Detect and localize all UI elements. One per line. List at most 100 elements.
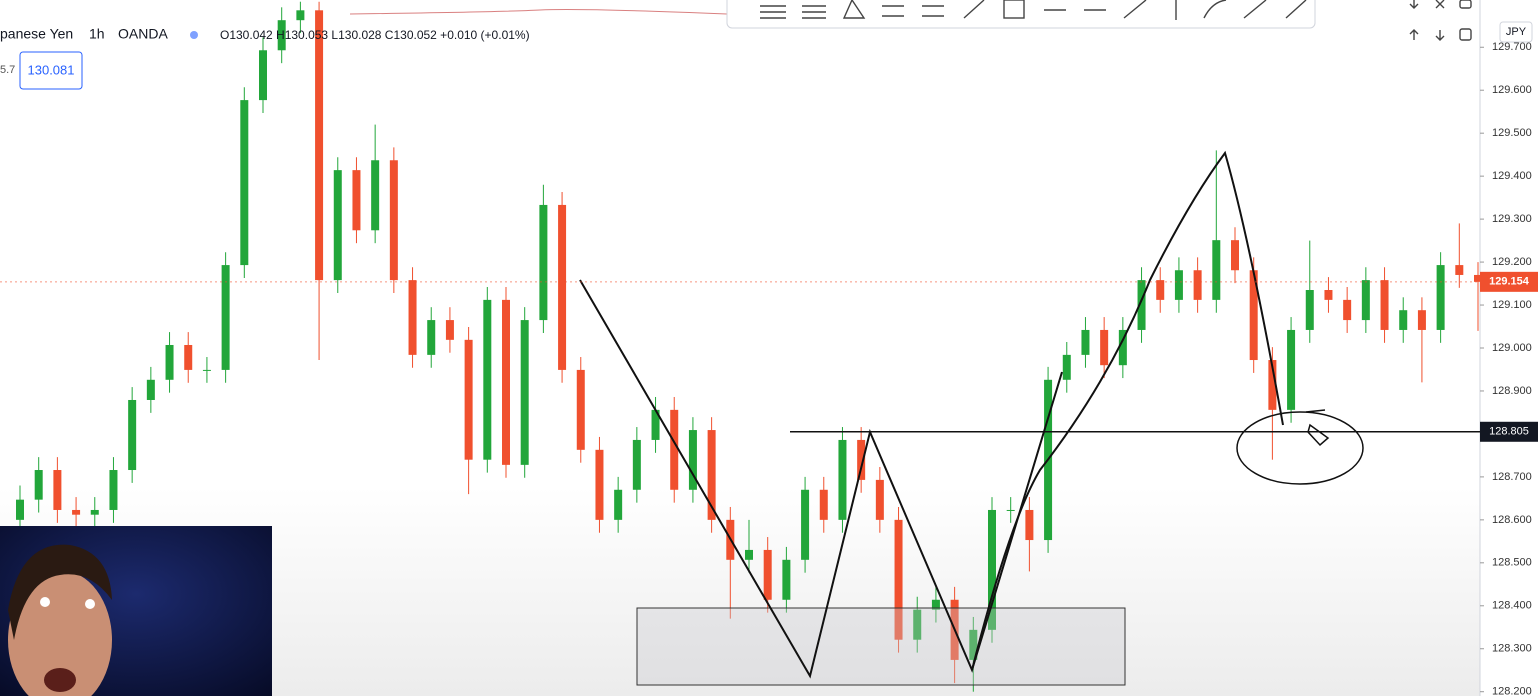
- candle-body: [1380, 280, 1389, 330]
- candles: [16, 1, 1480, 692]
- candle-body: [427, 320, 436, 355]
- candle-body: [1156, 280, 1165, 300]
- candle-body: [1062, 354, 1071, 380]
- candle-body: [128, 399, 137, 471]
- symbol: panese Yen: [0, 26, 73, 42]
- currency: JPY: [1506, 26, 1527, 38]
- eye: [40, 597, 50, 607]
- candle-body: [1174, 270, 1183, 300]
- candle-body: [1305, 290, 1314, 330]
- candle-body: [894, 519, 903, 640]
- y-tick-label: 128.900: [1492, 385, 1532, 397]
- candle-body: [502, 299, 510, 465]
- candle-body: [352, 170, 361, 231]
- candle-body: [16, 499, 24, 520]
- tool-icon[interactable]: [1285, 0, 1307, 19]
- y-tick-label: 129.500: [1492, 127, 1532, 139]
- candle-body: [296, 10, 305, 21]
- tool-icon[interactable]: [963, 0, 985, 19]
- candle-body: [1249, 270, 1258, 361]
- button[interactable]: [1459, 0, 1472, 9]
- toolbar-icons: [760, 0, 1307, 20]
- candle-body: [875, 479, 884, 520]
- candle-body: [614, 489, 623, 520]
- interval: 1h: [89, 26, 105, 42]
- candle-body: [259, 50, 267, 101]
- circle-drawing: [1236, 411, 1364, 485]
- y-tick-label: 129.700: [1492, 41, 1532, 53]
- candle-body: [1137, 280, 1146, 330]
- tool-icon[interactable]: [1123, 0, 1147, 19]
- candle-body: [1361, 280, 1370, 321]
- tool-icon[interactable]: [922, 5, 944, 17]
- candle-body: [838, 439, 847, 520]
- candle-body: [520, 320, 529, 465]
- y-tick-label: 129.100: [1492, 299, 1532, 311]
- y-tick-label: 129.300: [1492, 213, 1532, 225]
- candle-body: [931, 599, 940, 610]
- candle-body: [988, 509, 996, 630]
- candle-body: [1324, 290, 1333, 300]
- button[interactable]: [1435, 30, 1445, 41]
- y-tick-label: 128.400: [1492, 600, 1532, 612]
- candle-body: [240, 100, 249, 266]
- candle-body: [595, 449, 604, 520]
- candle-body: [1417, 310, 1426, 330]
- candle-body: [539, 204, 548, 321]
- button[interactable]: [1409, 0, 1419, 9]
- candle-body: [221, 265, 230, 370]
- y-tick-label: 128.200: [1492, 686, 1532, 696]
- button[interactable]: [1409, 29, 1419, 40]
- zone-rect[interactable]: [636, 607, 1126, 686]
- tool-icon[interactable]: [882, 5, 904, 17]
- button[interactable]: [1459, 28, 1472, 41]
- hline-tag: [1480, 421, 1538, 442]
- candle-body: [315, 10, 324, 281]
- candle-body: [1287, 329, 1296, 410]
- candle-body: [184, 344, 193, 370]
- ohlc-legend: O130.042 H130.053 L130.028 C130.052 +0.0…: [220, 28, 530, 42]
- candle-body: [857, 439, 866, 480]
- webcam: [0, 526, 272, 696]
- candle-body: [1006, 509, 1015, 511]
- price-box[interactable]: [19, 51, 83, 90]
- tool-icon[interactable]: [1243, 0, 1267, 19]
- y-tick-label: 129.000: [1492, 342, 1532, 354]
- candle-body: [763, 549, 772, 600]
- hline-label: 128.805: [1489, 426, 1529, 438]
- candle-body: [801, 489, 810, 560]
- tool-icon[interactable]: [1003, 0, 1025, 19]
- candle-body: [1081, 329, 1090, 355]
- tool-icon[interactable]: [802, 5, 826, 19]
- eye: [85, 599, 95, 609]
- tool-icon[interactable]: [760, 5, 786, 19]
- candle-body: [688, 430, 697, 490]
- candle-body: [109, 470, 118, 510]
- candle-body: [277, 20, 286, 51]
- drawing-toolbar: [726, 0, 1316, 29]
- cursor: [1305, 409, 1330, 447]
- candle-body: [670, 409, 679, 490]
- candle-body: [53, 470, 62, 510]
- candle-body: [1268, 360, 1277, 410]
- candle-body: [90, 509, 99, 515]
- candle-body: [651, 409, 660, 440]
- last-price-label: 129.154: [1489, 276, 1530, 288]
- candle-body: [1436, 265, 1445, 330]
- candle-body: [408, 280, 417, 355]
- hand-drawing: [971, 150, 1284, 671]
- tool-icon[interactable]: [842, 0, 866, 19]
- candle-body: [202, 369, 211, 371]
- window-buttons: [1409, 0, 1472, 41]
- candle-body: [576, 369, 585, 450]
- candle-body: [1100, 329, 1109, 366]
- status-dot: [190, 31, 198, 39]
- button[interactable]: [1435, 0, 1445, 9]
- candle-body: [1025, 509, 1034, 541]
- candle-body: [146, 379, 155, 400]
- tool-icon[interactable]: [1203, 0, 1227, 19]
- candle-body: [782, 559, 791, 600]
- candle-body: [1399, 310, 1408, 330]
